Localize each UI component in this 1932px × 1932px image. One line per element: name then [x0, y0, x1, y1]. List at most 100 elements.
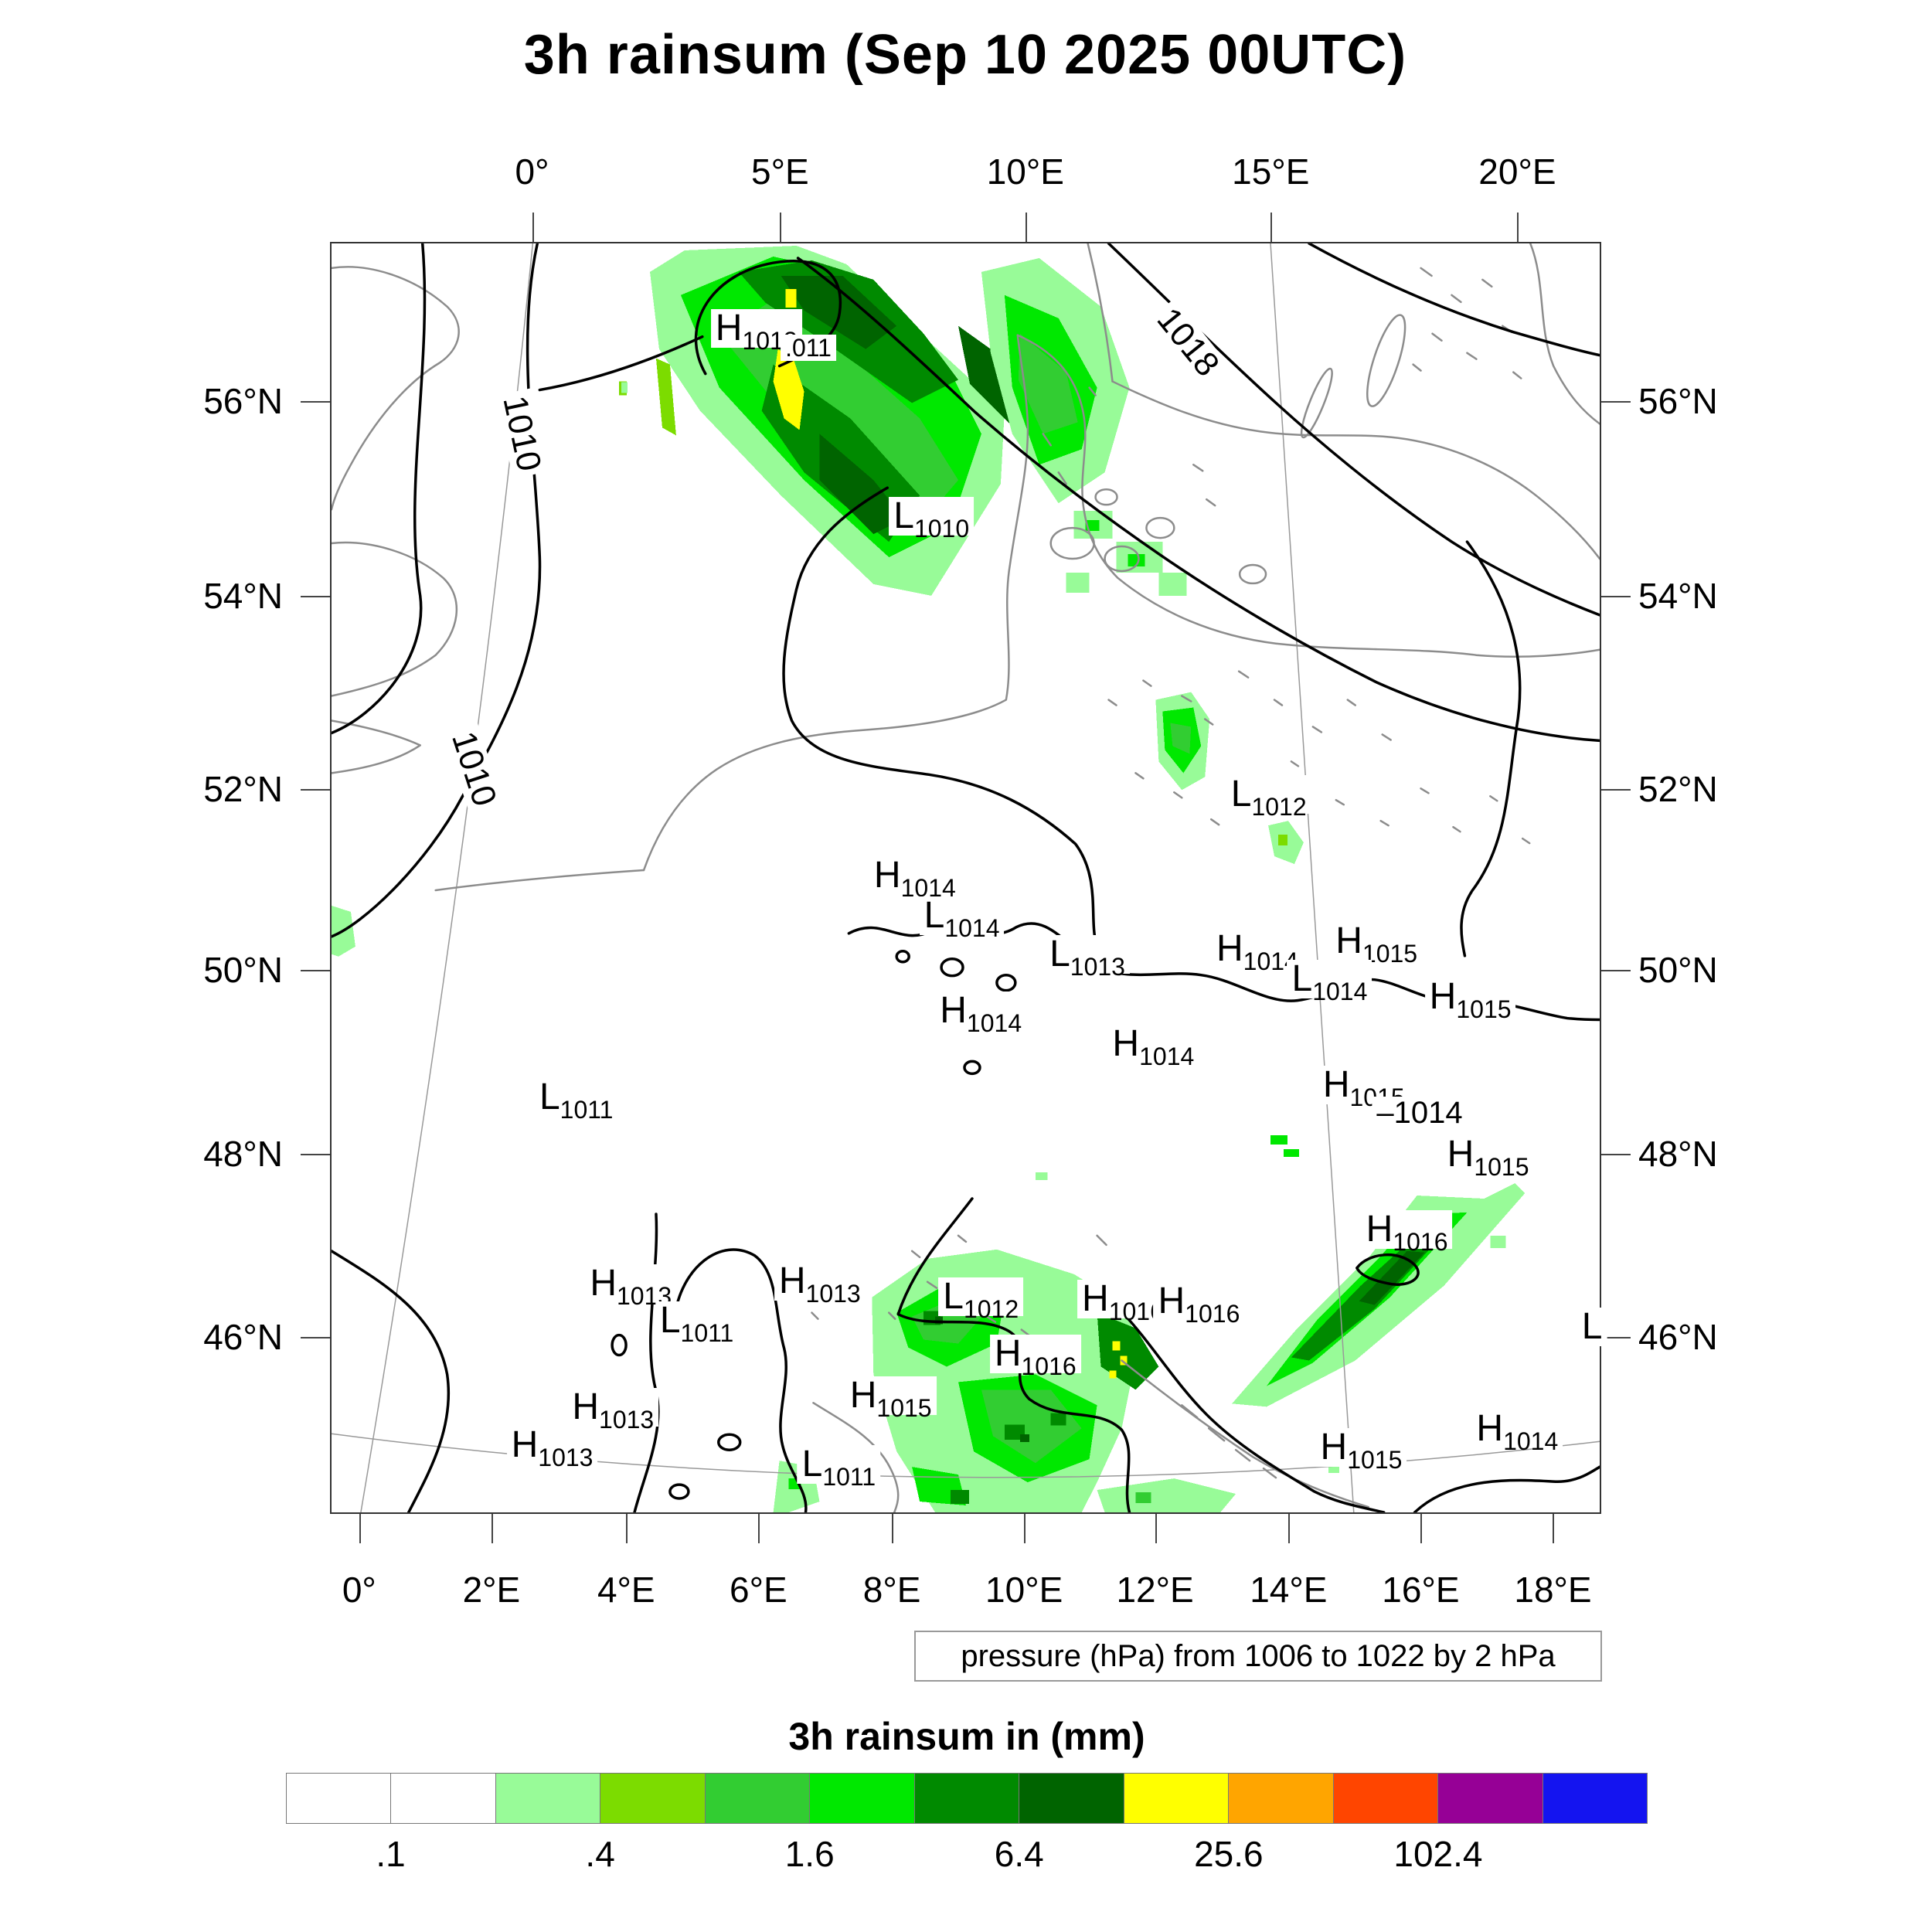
pressure-letter: L	[1049, 933, 1070, 975]
pressure-labels-layer: H1013.011 L1010 1018 1010 1010 L1012 H1014 L101…	[332, 243, 1607, 1512]
pressure-letter: L	[943, 1275, 964, 1317]
colorbar-cell	[914, 1774, 1020, 1823]
axis-tick-label: 48°N	[203, 1134, 283, 1175]
axis-tick-label: 14°E	[1250, 1570, 1328, 1610]
pressure-value: 1014	[1312, 978, 1368, 1006]
pressure-letter: H	[1429, 976, 1457, 1018]
bottom-axis-ticks	[330, 1514, 1601, 1543]
pressure-value: 1015	[1474, 1152, 1529, 1181]
pressure-value: 1014	[1503, 1427, 1559, 1455]
pressure-label: L1010	[889, 495, 975, 541]
pressure-label: H1016	[989, 1334, 1081, 1379]
colorbar-cell	[287, 1774, 392, 1823]
axis-tick-label: 52°N	[203, 768, 283, 809]
colorbar-cell	[1019, 1774, 1124, 1823]
pressure-letter: H	[1216, 927, 1243, 969]
pressure-letter: H	[1082, 1278, 1109, 1320]
pressure-label: H1013	[774, 1260, 866, 1306]
pressure-value: 1011	[680, 1319, 734, 1348]
pressure-label: H1015	[1442, 1134, 1534, 1179]
pressure-label: H1014	[935, 990, 1027, 1036]
axis-tick-label: 0°	[515, 151, 549, 192]
pressure-label: L1011	[797, 1444, 881, 1489]
pressure-value: 1012	[1251, 792, 1307, 821]
colorbar	[286, 1773, 1648, 1824]
pressure-value: 1015	[1347, 1446, 1403, 1475]
pressure-letter: H	[940, 990, 967, 1032]
colorbar-cell	[1229, 1774, 1334, 1823]
pressure-label: L1014	[919, 896, 1005, 940]
axis-tick-label: 0°	[342, 1570, 376, 1610]
pressure-label: H1016	[1153, 1281, 1245, 1326]
colorbar-cell	[1543, 1774, 1648, 1823]
axis-tick-label: 54°N	[203, 575, 283, 616]
colorbar-tick-label: .1	[376, 1834, 406, 1874]
pressure-letter: L	[1230, 773, 1252, 815]
top-axis-ticks	[330, 213, 1601, 242]
pressure-value: 1016	[1185, 1300, 1240, 1328]
pressure-letter: L	[1291, 958, 1313, 1000]
colorbar-tick-labels: .1 .4 1.6 6.4 25.6 102.4	[286, 1833, 1648, 1879]
axis-tick-mark	[301, 1154, 330, 1156]
pressure-label: L1013	[1045, 933, 1130, 979]
axis-tick-mark	[301, 400, 330, 403]
axis-tick-mark	[532, 213, 534, 242]
pressure-label: L1011	[655, 1301, 739, 1345]
pressure-label: .011	[781, 334, 836, 361]
pressure-label: H1013	[506, 1425, 598, 1470]
pressure-letter: H	[1158, 1281, 1185, 1322]
pressure-label: L	[1577, 1306, 1607, 1348]
axis-tick-mark	[1024, 1514, 1026, 1543]
pressure-value: 1014	[1139, 1043, 1195, 1071]
pressure-letter: L	[539, 1077, 560, 1118]
top-axis-labels: 0° 5°E 10°E 15°E 20°E	[330, 151, 1601, 197]
colorbar-tick-label: 1.6	[784, 1834, 835, 1874]
pressure-value: 1014	[966, 1009, 1022, 1038]
colorbar-tick-label: 25.6	[1194, 1834, 1264, 1874]
colorbar-cell	[600, 1774, 706, 1823]
pressure-letter: H	[715, 308, 743, 349]
pressure-letter: H	[1335, 920, 1362, 962]
chart-title: 3h rainsum (Sep 10 2025 00UTC)	[523, 24, 1407, 86]
pressure-label: H1015	[1331, 920, 1423, 966]
axis-tick-mark	[301, 595, 330, 597]
pressure-letter: L	[893, 495, 914, 537]
pressure-label: H1014	[1471, 1409, 1563, 1454]
axis-tick-mark	[1601, 969, 1631, 971]
pressure-value: 1014	[900, 873, 956, 902]
axis-tick-mark	[1270, 213, 1273, 242]
contour-caption-box: pressure (hPa) from 1006 to 1022 by 2 hP…	[914, 1631, 1602, 1682]
pressure-letter: H	[778, 1260, 806, 1302]
pressure-label: L1012	[938, 1275, 1024, 1321]
pressure-label: L1014	[1287, 958, 1372, 1004]
pressure-label: H1016	[1361, 1209, 1453, 1254]
axis-tick-mark	[1155, 1514, 1157, 1543]
colorbar-cell	[705, 1774, 811, 1823]
pressure-label: H1013	[710, 308, 802, 353]
colorbar-tick-label: 6.4	[994, 1834, 1044, 1874]
pressure-letter: L	[1581, 1306, 1603, 1348]
colorbar-cell	[1438, 1774, 1543, 1823]
pressure-value: 1012	[963, 1294, 1019, 1323]
axis-tick-label: 10°E	[985, 1570, 1063, 1610]
pressure-value: 1015	[1456, 995, 1512, 1024]
pressure-letter: H	[590, 1263, 617, 1304]
pressure-label: 1010	[443, 723, 504, 815]
colorbar-cell	[391, 1774, 496, 1823]
colorbar-title: 3h rainsum in (mm)	[788, 1715, 1145, 1758]
pressure-value: 1016	[1393, 1227, 1448, 1256]
axis-tick-mark	[1553, 1514, 1555, 1543]
left-axis-ticks	[301, 242, 330, 1514]
pressure-label: L1012	[1226, 773, 1311, 819]
axis-tick-label: 18°E	[1514, 1570, 1592, 1610]
axis-tick-label: 46°N	[203, 1317, 283, 1358]
axis-tick-label: 15°E	[1232, 151, 1310, 192]
colorbar-cell	[810, 1774, 915, 1823]
axis-tick-label: 52°N	[1638, 768, 1718, 809]
axis-tick-label: 8°E	[862, 1570, 921, 1610]
axis-tick-label: 10°E	[986, 151, 1064, 192]
axis-tick-label: 16°E	[1382, 1570, 1460, 1610]
pressure-value: 1015	[876, 1393, 932, 1422]
pressure-label: L1011	[534, 1077, 618, 1122]
